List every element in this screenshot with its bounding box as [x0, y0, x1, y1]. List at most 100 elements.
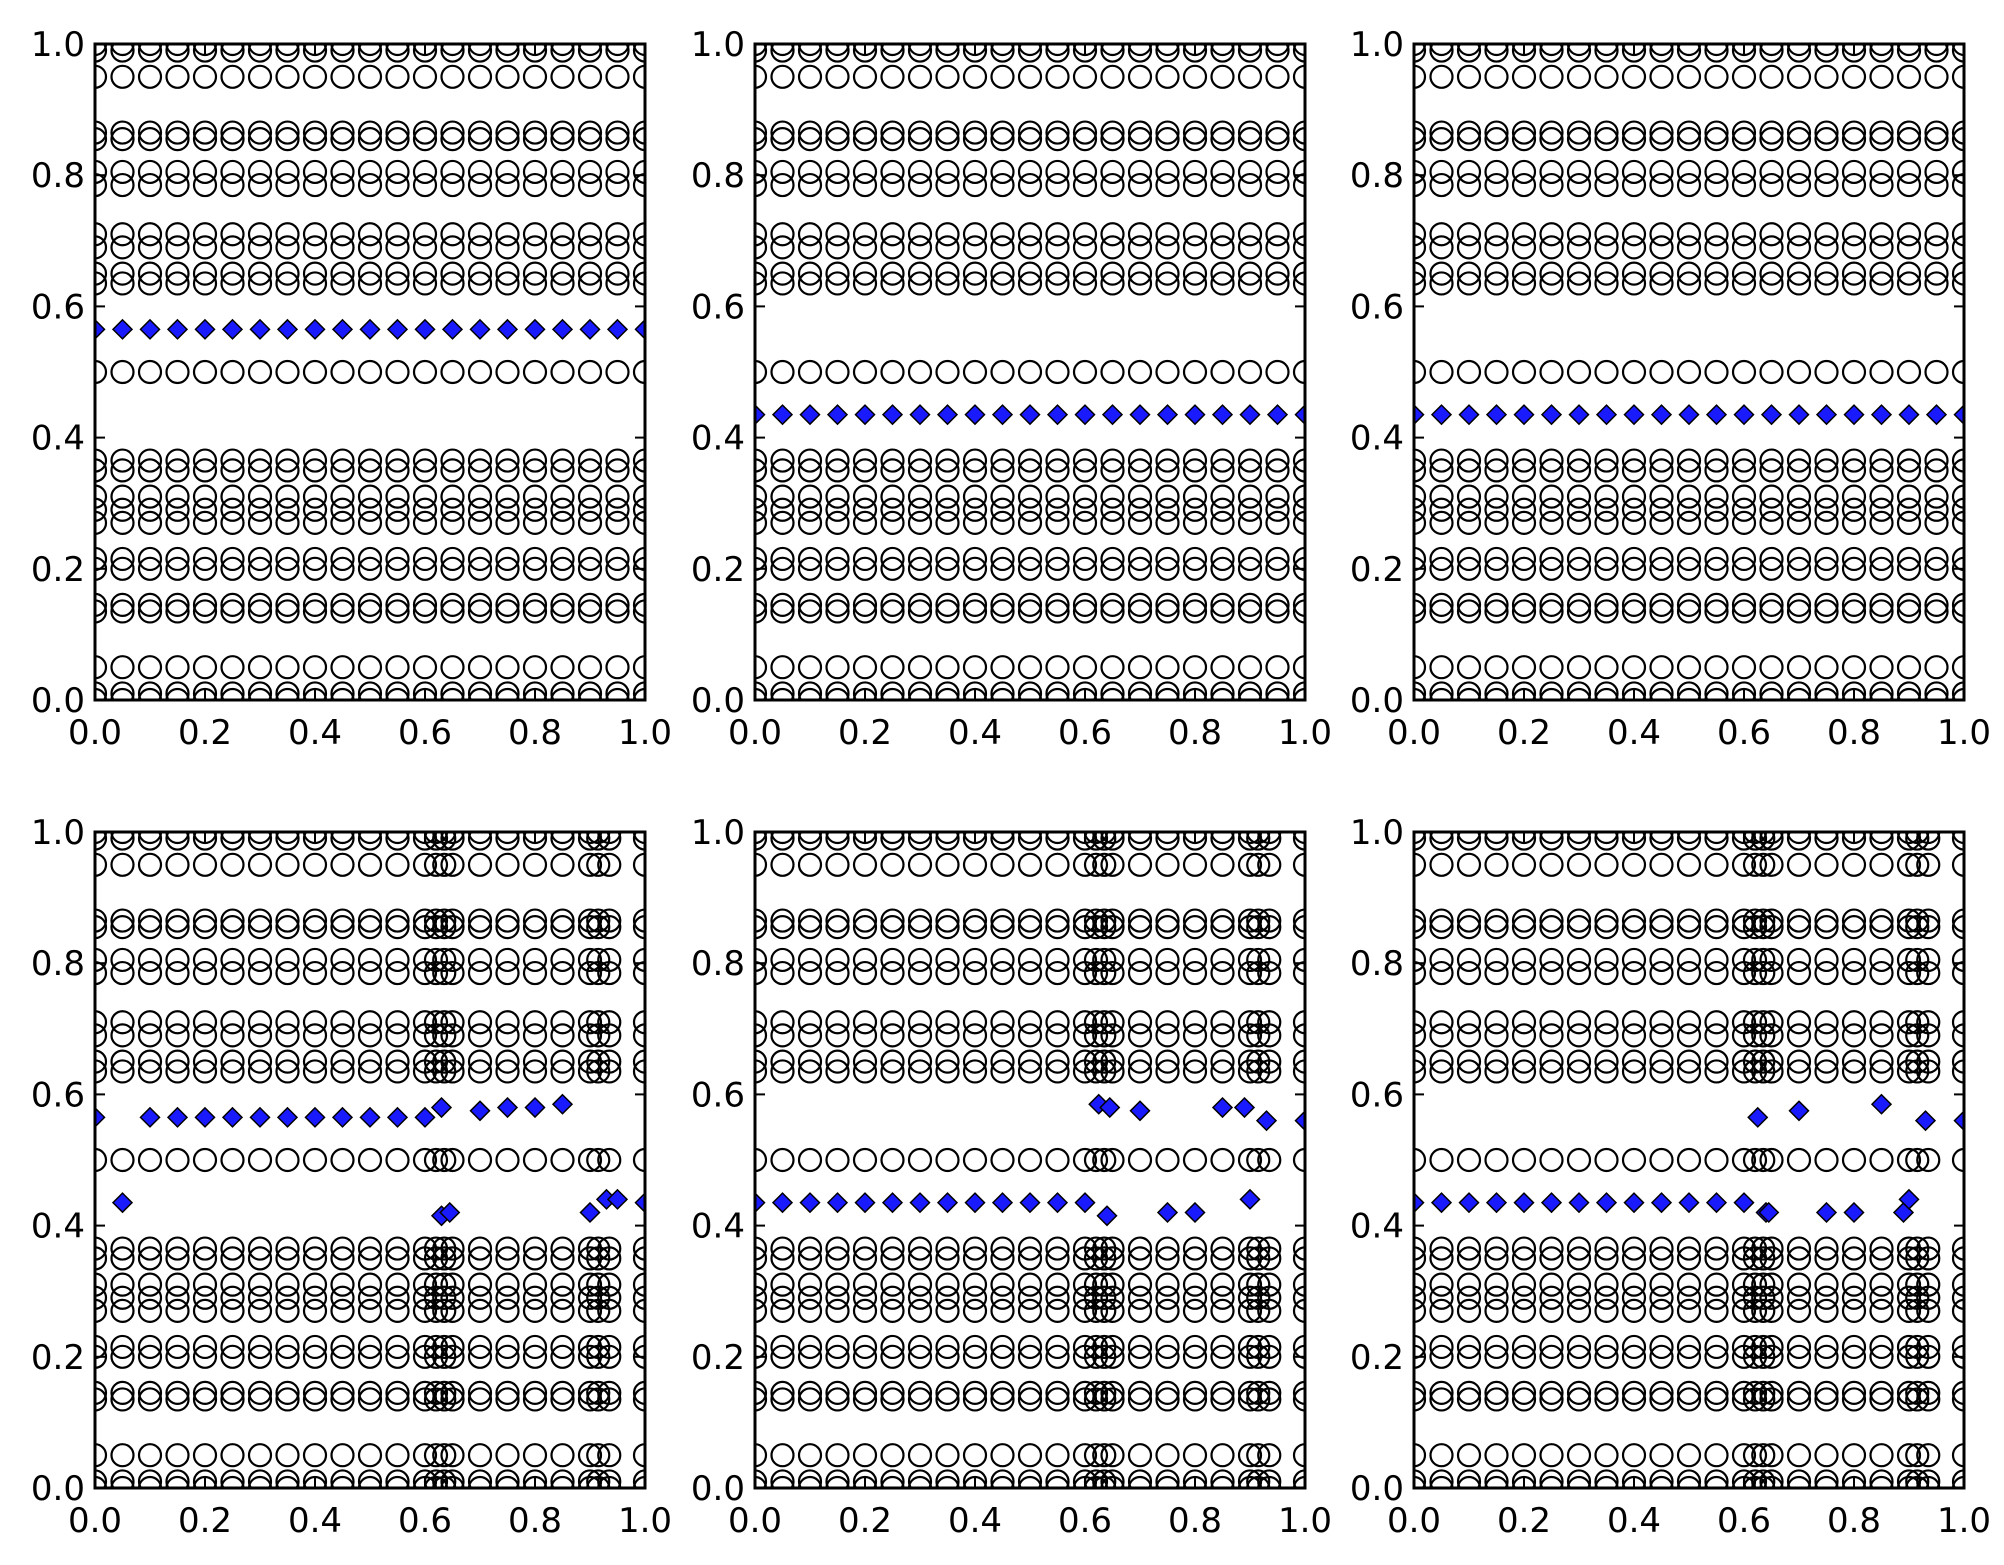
circle-point: [1182, 1387, 1208, 1412]
circle-point: [1100, 44, 1125, 63]
circle-point: [935, 1147, 960, 1173]
circle-point: [412, 546, 438, 572]
circle-point: [1100, 1469, 1125, 1488]
circle-point: [880, 1334, 905, 1360]
circle-point: [467, 599, 493, 624]
circle-point: [1566, 592, 1592, 617]
circle-point: [1539, 44, 1564, 63]
circle-point: [495, 1059, 520, 1084]
circle-point: [1594, 832, 1619, 851]
circle-point: [825, 44, 850, 63]
circle-point: [440, 546, 465, 572]
circle-point: [1414, 484, 1427, 509]
circle-point: [1704, 1285, 1729, 1310]
circle-point: [797, 556, 823, 581]
circle-point: [330, 1344, 355, 1369]
circle-point: [137, 947, 163, 973]
circle-point: [1456, 1059, 1482, 1084]
circle-point: [165, 359, 190, 385]
circle-point: [495, 599, 520, 624]
circle-point: [1539, 832, 1564, 851]
circle-point: [110, 510, 135, 535]
plot-area: [1414, 44, 1964, 700]
circle-point: [550, 1246, 575, 1271]
circle-point: [852, 681, 878, 700]
circle-point: [1155, 592, 1180, 617]
circle-point: [1896, 655, 1922, 680]
circle-point: [907, 458, 933, 483]
circle-point: [797, 1236, 823, 1261]
circle-point: [935, 1236, 960, 1261]
circle-point: [1017, 556, 1043, 581]
circle-point: [1539, 510, 1564, 535]
circle-point: [1594, 1023, 1619, 1048]
circle-point: [522, 497, 548, 522]
circle-point: [1759, 556, 1784, 581]
circle-point: [247, 235, 273, 260]
circle-point: [1594, 947, 1619, 973]
circle-point: [1742, 1380, 1768, 1405]
circle-point: [412, 222, 438, 247]
circle-point: [880, 1475, 905, 1488]
circle-point: [880, 484, 905, 509]
circle-point: [1100, 235, 1125, 260]
circle-point: [522, 1387, 548, 1412]
circle-point: [1896, 497, 1922, 522]
circle-point: [1072, 1010, 1098, 1035]
circle-point: [990, 908, 1015, 933]
circle-point: [1210, 852, 1235, 877]
circle-point: [1429, 1010, 1454, 1035]
circle-point: [1155, 655, 1180, 680]
circle-point: [275, 655, 300, 680]
circle-point: [577, 1443, 603, 1468]
circle-point: [797, 908, 823, 933]
circle-point: [1017, 1049, 1043, 1074]
circle-point: [1484, 1298, 1509, 1323]
circle-point: [1072, 1272, 1098, 1297]
circle-point: [165, 497, 190, 522]
circle-point: [330, 599, 355, 624]
circle-point: [577, 448, 603, 473]
circle-point: [1704, 687, 1729, 700]
x-tick-label: 0.4: [1607, 713, 1661, 753]
diamond-point: [1733, 404, 1755, 426]
circle-point: [825, 1236, 850, 1261]
circle-point: [990, 1236, 1015, 1261]
circle-point: [770, 510, 795, 535]
circle-point: [935, 592, 960, 617]
circle-point: [1594, 1147, 1619, 1173]
circle-point: [1484, 655, 1509, 680]
circle-point: [1414, 1334, 1427, 1360]
x-tick-label: 0.8: [508, 713, 562, 753]
circle-point: [357, 947, 383, 973]
circle-point: [1100, 908, 1125, 933]
circle-point: [990, 1469, 1015, 1488]
circle-point: [95, 1059, 108, 1084]
circle-point: [1814, 1023, 1839, 1048]
circle-point: [1484, 64, 1509, 89]
circle-point: [467, 159, 493, 185]
circle-point: [1566, 599, 1592, 624]
circle-point: [1594, 960, 1619, 986]
circle-point: [1759, 832, 1784, 851]
circle-point: [1429, 1246, 1454, 1271]
circle-point: [357, 1049, 383, 1074]
circle-point: [1017, 1059, 1043, 1084]
circle-point: [1731, 497, 1757, 522]
circle-point: [95, 592, 108, 617]
circle-point: [165, 235, 190, 260]
circle-point: [247, 1334, 273, 1360]
circle-point: [440, 1049, 465, 1074]
circle-point: [1951, 222, 1964, 247]
circle-point: [137, 271, 163, 296]
circle-point: [1072, 510, 1098, 535]
diamond-point: [111, 318, 134, 340]
circle-point: [797, 832, 823, 845]
circle-point: [577, 1334, 603, 1360]
circle-point: [1127, 1246, 1153, 1271]
circle-point: [907, 908, 933, 933]
circle-point: [755, 556, 768, 581]
circle-point: [110, 127, 135, 152]
circle-point: [1841, 458, 1867, 483]
